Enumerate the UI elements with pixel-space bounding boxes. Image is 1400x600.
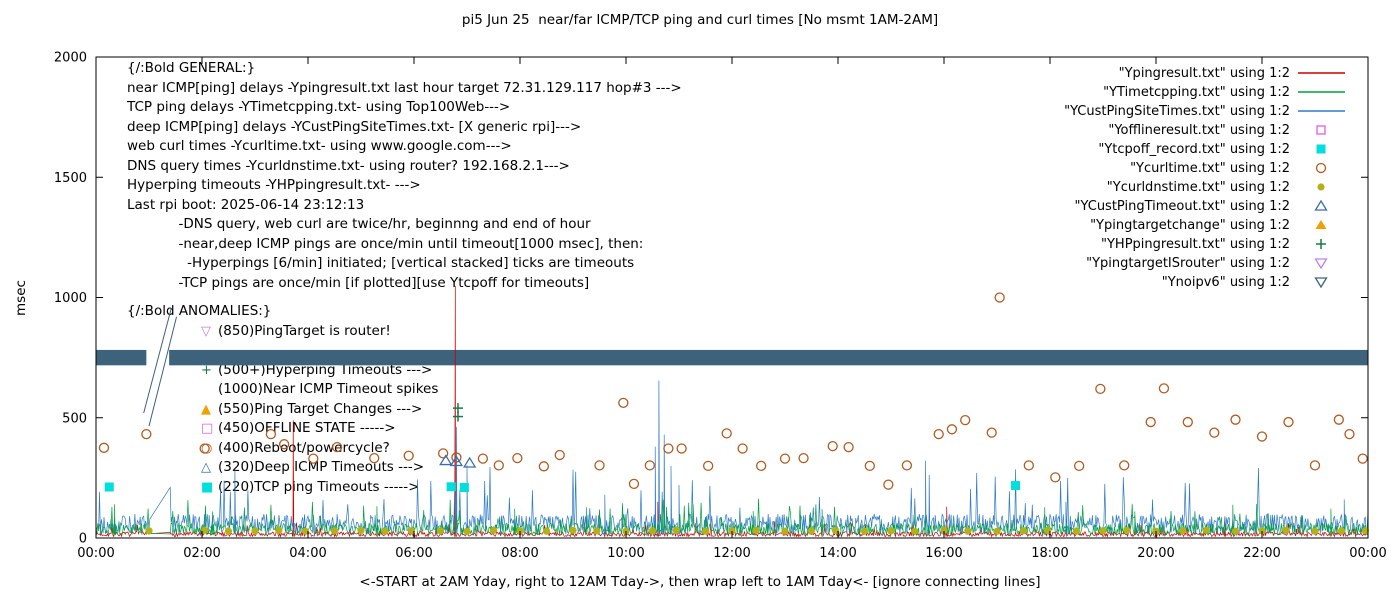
anomaly-text: (220)TCP ping Timeouts -----> [218, 478, 420, 495]
general-note-line: -DNS query, web curl are twice/hr, begin… [127, 216, 591, 232]
anomaly-text: (500+)Hyperping Timeouts ---> [218, 361, 433, 378]
anomaly-text: (320)Deep ICMP Timeouts ---> [218, 459, 425, 475]
legend-label: "YCustPingSiteTimes.txt" using 1:2 [1064, 104, 1290, 119]
legend-plus-icon [1316, 239, 1326, 249]
series-YTimetcpping.txt [95, 498, 1369, 537]
legend-label: "Ynoipv6" using 1:2 [1162, 275, 1290, 290]
anomaly-text: (850)PingTarget is router! [218, 322, 391, 339]
series-Ycurldnstime.txt [145, 526, 1369, 535]
legend-label: "YCustPingTimeout.txt" using 1:2 [1075, 199, 1290, 214]
general-note-line: -TCP pings are once/min [if plotted][use… [127, 274, 590, 291]
legend-label: "YHPpingresult.txt" using 1:2 [1101, 237, 1290, 252]
x-axis-caption: <-START at 2AM Yday, right to 12AM Tday-… [359, 574, 1041, 590]
legend-square-open-icon [1316, 125, 1326, 135]
anomalies-header: {/:Bold ANOMALIES:} [127, 303, 272, 319]
general-note-line: -near,deep ICMP pings are once/min until… [127, 235, 644, 252]
x-tick-label: 08:00 [501, 546, 538, 561]
x-tick-label: 06:00 [395, 546, 432, 561]
y-tick-label: 0 [79, 532, 87, 547]
series-YCustPingTimeout.txt [439, 454, 477, 468]
anomaly-line: ■ (220)TCP ping Timeouts -----> [127, 478, 438, 498]
series-Ycurltime.txt [98, 292, 1368, 490]
axes: 00:00 02:00 04:00 06:00 08:00 10:00 12:00 14:00… [54, 51, 1387, 562]
legend-label: "Ypingtargetchange" using 1:2 [1090, 218, 1290, 233]
legend-label: "YpingtargetISrouter" using 1:2 [1086, 256, 1290, 271]
anomaly-text: (400)Reboot/powercycle? [218, 439, 390, 456]
legend-label: "YTimetcpping.txt" using 1:2 [1103, 85, 1290, 100]
chart-title: pi5 Jun 25 near/far ICMP/TCP ping and cu… [461, 12, 939, 28]
legend-triangle-down-open-icon [1314, 258, 1328, 270]
anomaly-line: (1000)Near ICMP Timeout spikes [127, 380, 438, 400]
anomaly-text: (1000)Near ICMP Timeout spikes [218, 381, 439, 397]
legend-label: "Ypingresult.txt" using 1:2 [1119, 66, 1290, 81]
legend-circle-filled-icon [1317, 183, 1325, 191]
legend-square-filled-icon [1316, 144, 1326, 154]
general-note-line: DNS query times -Ycurldnstime.txt- using… [127, 157, 570, 174]
general-note-line: -Hyperpings [6/min] initiated; [vertical… [127, 255, 635, 271]
legend-label: "Ycurltime.txt" using 1:2 [1130, 161, 1290, 176]
anomaly-line: ▽ (850)PingTarget is router! [127, 322, 438, 342]
x-tick-label: 20:00 [1137, 546, 1174, 561]
legend-label: "Yofflineresult.txt" using 1:2 [1108, 123, 1290, 138]
legend-triangle-filled-icon [1315, 220, 1327, 229]
x-tick-label: 16:00 [925, 546, 962, 561]
general-notes-block: {/:Bold GENERAL:} near ICMP[ping] delays … [127, 59, 682, 293]
general-note-line: deep ICMP[ping] delays -YCustPingSiteTim… [127, 118, 582, 135]
x-tick-label: 02:00 [183, 546, 220, 561]
legend: "Ypingresult.txt" using 1:2 "YTimetcpping… [1064, 66, 1345, 290]
triangle-open-icon: △ [201, 460, 211, 475]
triangle-down-open-icon: ▽ [201, 323, 211, 339]
legend-triangle-open-icon [1314, 199, 1328, 211]
anomalies-notes-block: {/:Bold ANOMALIES:} ▽ (850)PingTarget is r… [127, 302, 438, 497]
series-Ynoipv6-band [96, 308, 1368, 427]
y-tick-label: 2000 [54, 51, 87, 66]
circle-open-icon: ○ [201, 440, 213, 456]
series-YCustPingSiteTimes.txt [95, 380, 1369, 536]
series-YHPpingresult.txt [452, 403, 463, 422]
x-tick-label: 00:00 [77, 546, 114, 561]
legend-circle-open-icon [1315, 162, 1327, 174]
anomaly-text: (550)Ping Target Changes ---> [218, 400, 423, 417]
general-note-line: near ICMP[ping] delays -Ypingresult.txt … [127, 79, 682, 96]
general-note-line: web curl times -Ycurltime.txt- using www… [127, 138, 512, 154]
legend-triangle-down-open-icon [1314, 277, 1328, 289]
anomaly-line: ○ (400)Reboot/powercycle? [127, 439, 438, 459]
x-tick-label: 22:00 [1243, 546, 1280, 561]
general-note-line: Hyperping timeouts -YHPpingresult.txt- -… [127, 177, 421, 193]
y-tick-label: 500 [62, 411, 87, 426]
y-tick-label: 1500 [54, 171, 87, 186]
plus-icon: + [201, 362, 212, 378]
anomaly-line: □ (450)OFFLINE STATE -----> [127, 419, 438, 439]
anomaly-line: + (500+)Hyperping Timeouts ---> [127, 361, 438, 381]
x-tick-label: 18:00 [1031, 546, 1068, 561]
x-tick-label: 04:00 [289, 546, 326, 561]
x-tick-label: 12:00 [713, 546, 750, 561]
general-note-line: Last rpi boot: 2025-06-14 23:12:13 [127, 196, 365, 213]
triangle-filled-icon: ▲ [201, 401, 211, 417]
legend-label: "Ytcpoff_record.txt" using 1:2 [1098, 142, 1290, 157]
x-tick-label: 14:00 [819, 546, 856, 561]
y-tick-label: 1000 [54, 291, 87, 306]
general-note-line: TCP ping delays -YTimetcpping.txt- using… [127, 99, 511, 115]
anomaly-line: ▲ (550)Ping Target Changes ---> [127, 400, 438, 420]
series-Ytcpoff_record.txt [104, 481, 1021, 492]
square-open-icon: □ [201, 421, 214, 436]
anomaly-text: (450)OFFLINE STATE -----> [218, 420, 396, 436]
general-note-line: {/:Bold GENERAL:} [127, 60, 256, 76]
legend-label: "Ycurldnstime.txt" using 1:2 [1107, 180, 1290, 195]
square-filled-icon: ■ [201, 479, 214, 495]
anomaly-line: △ (320)Deep ICMP Timeouts ---> [127, 458, 438, 478]
x-tick-label: 00:00 [1349, 546, 1386, 561]
series-Ypingresult.txt [95, 285, 1369, 538]
x-tick-label: 10:00 [607, 546, 644, 561]
